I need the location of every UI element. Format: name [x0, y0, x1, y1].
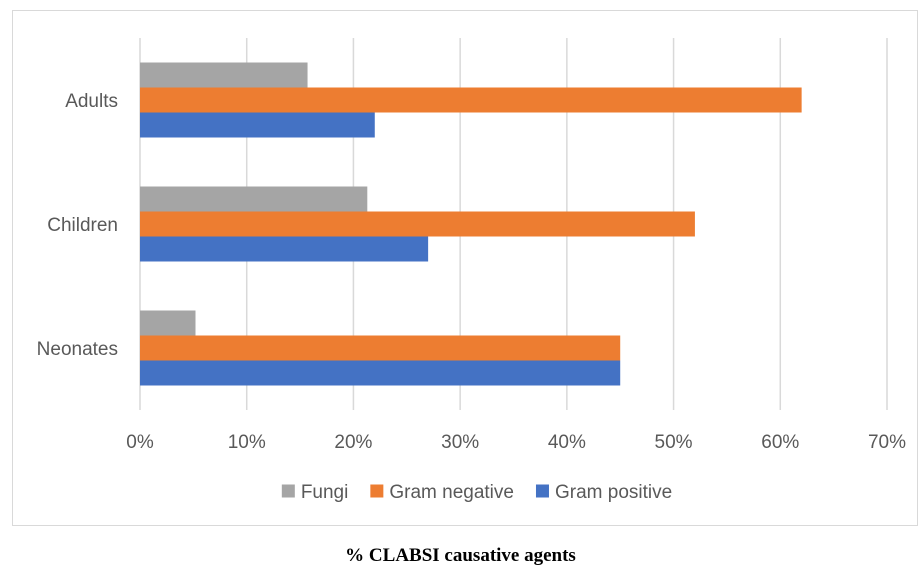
x-tick-label: 50%: [655, 432, 693, 453]
category-label: Children: [47, 215, 118, 236]
category-label: Adults: [65, 91, 118, 112]
legend-label-gram-positive: Gram positive: [555, 482, 672, 503]
bar-neonates-gram-negative: [140, 335, 621, 361]
x-tick-label: 20%: [334, 432, 372, 453]
legend-swatch-gram-positive: [535, 484, 549, 498]
bar-adults-fungi: [140, 62, 308, 88]
clabsi-bar-chart: 0% 10% 20% 30% 40% 50% 60% 70% Neonates Children A…: [37, 38, 906, 503]
chart-caption: % CLABSI causative agents: [345, 545, 576, 566]
bar-adults-gram-positive: [140, 112, 375, 138]
axis-labels: 0% 10% 20% 30% 40% 50% 60% 70% Neonates Children A…: [37, 91, 906, 453]
x-tick-label: 40%: [548, 432, 586, 453]
bar-children-gram-positive: [140, 236, 429, 262]
x-tick-label: 10%: [228, 432, 266, 453]
legend-label-gram-negative: Gram negative: [389, 482, 514, 503]
x-tick-label: 70%: [868, 432, 906, 453]
bar-adults-gram-negative: [140, 87, 802, 113]
x-tick-label: 60%: [761, 432, 799, 453]
bars: [140, 62, 802, 386]
legend-swatch-gram-negative: [370, 484, 384, 498]
bar-neonates-fungi: [140, 310, 196, 336]
bar-neonates-gram-positive: [140, 360, 621, 386]
x-tick-label: 30%: [441, 432, 479, 453]
bar-children-gram-negative: [140, 211, 695, 237]
legend-swatch-fungi: [281, 484, 295, 498]
bar-children-fungi: [140, 186, 368, 212]
legend: Fungi Gram negative Gram positive: [281, 482, 672, 503]
legend-label-fungi: Fungi: [301, 482, 349, 503]
category-label: Neonates: [37, 339, 118, 360]
x-tick-label: 0%: [126, 432, 154, 453]
